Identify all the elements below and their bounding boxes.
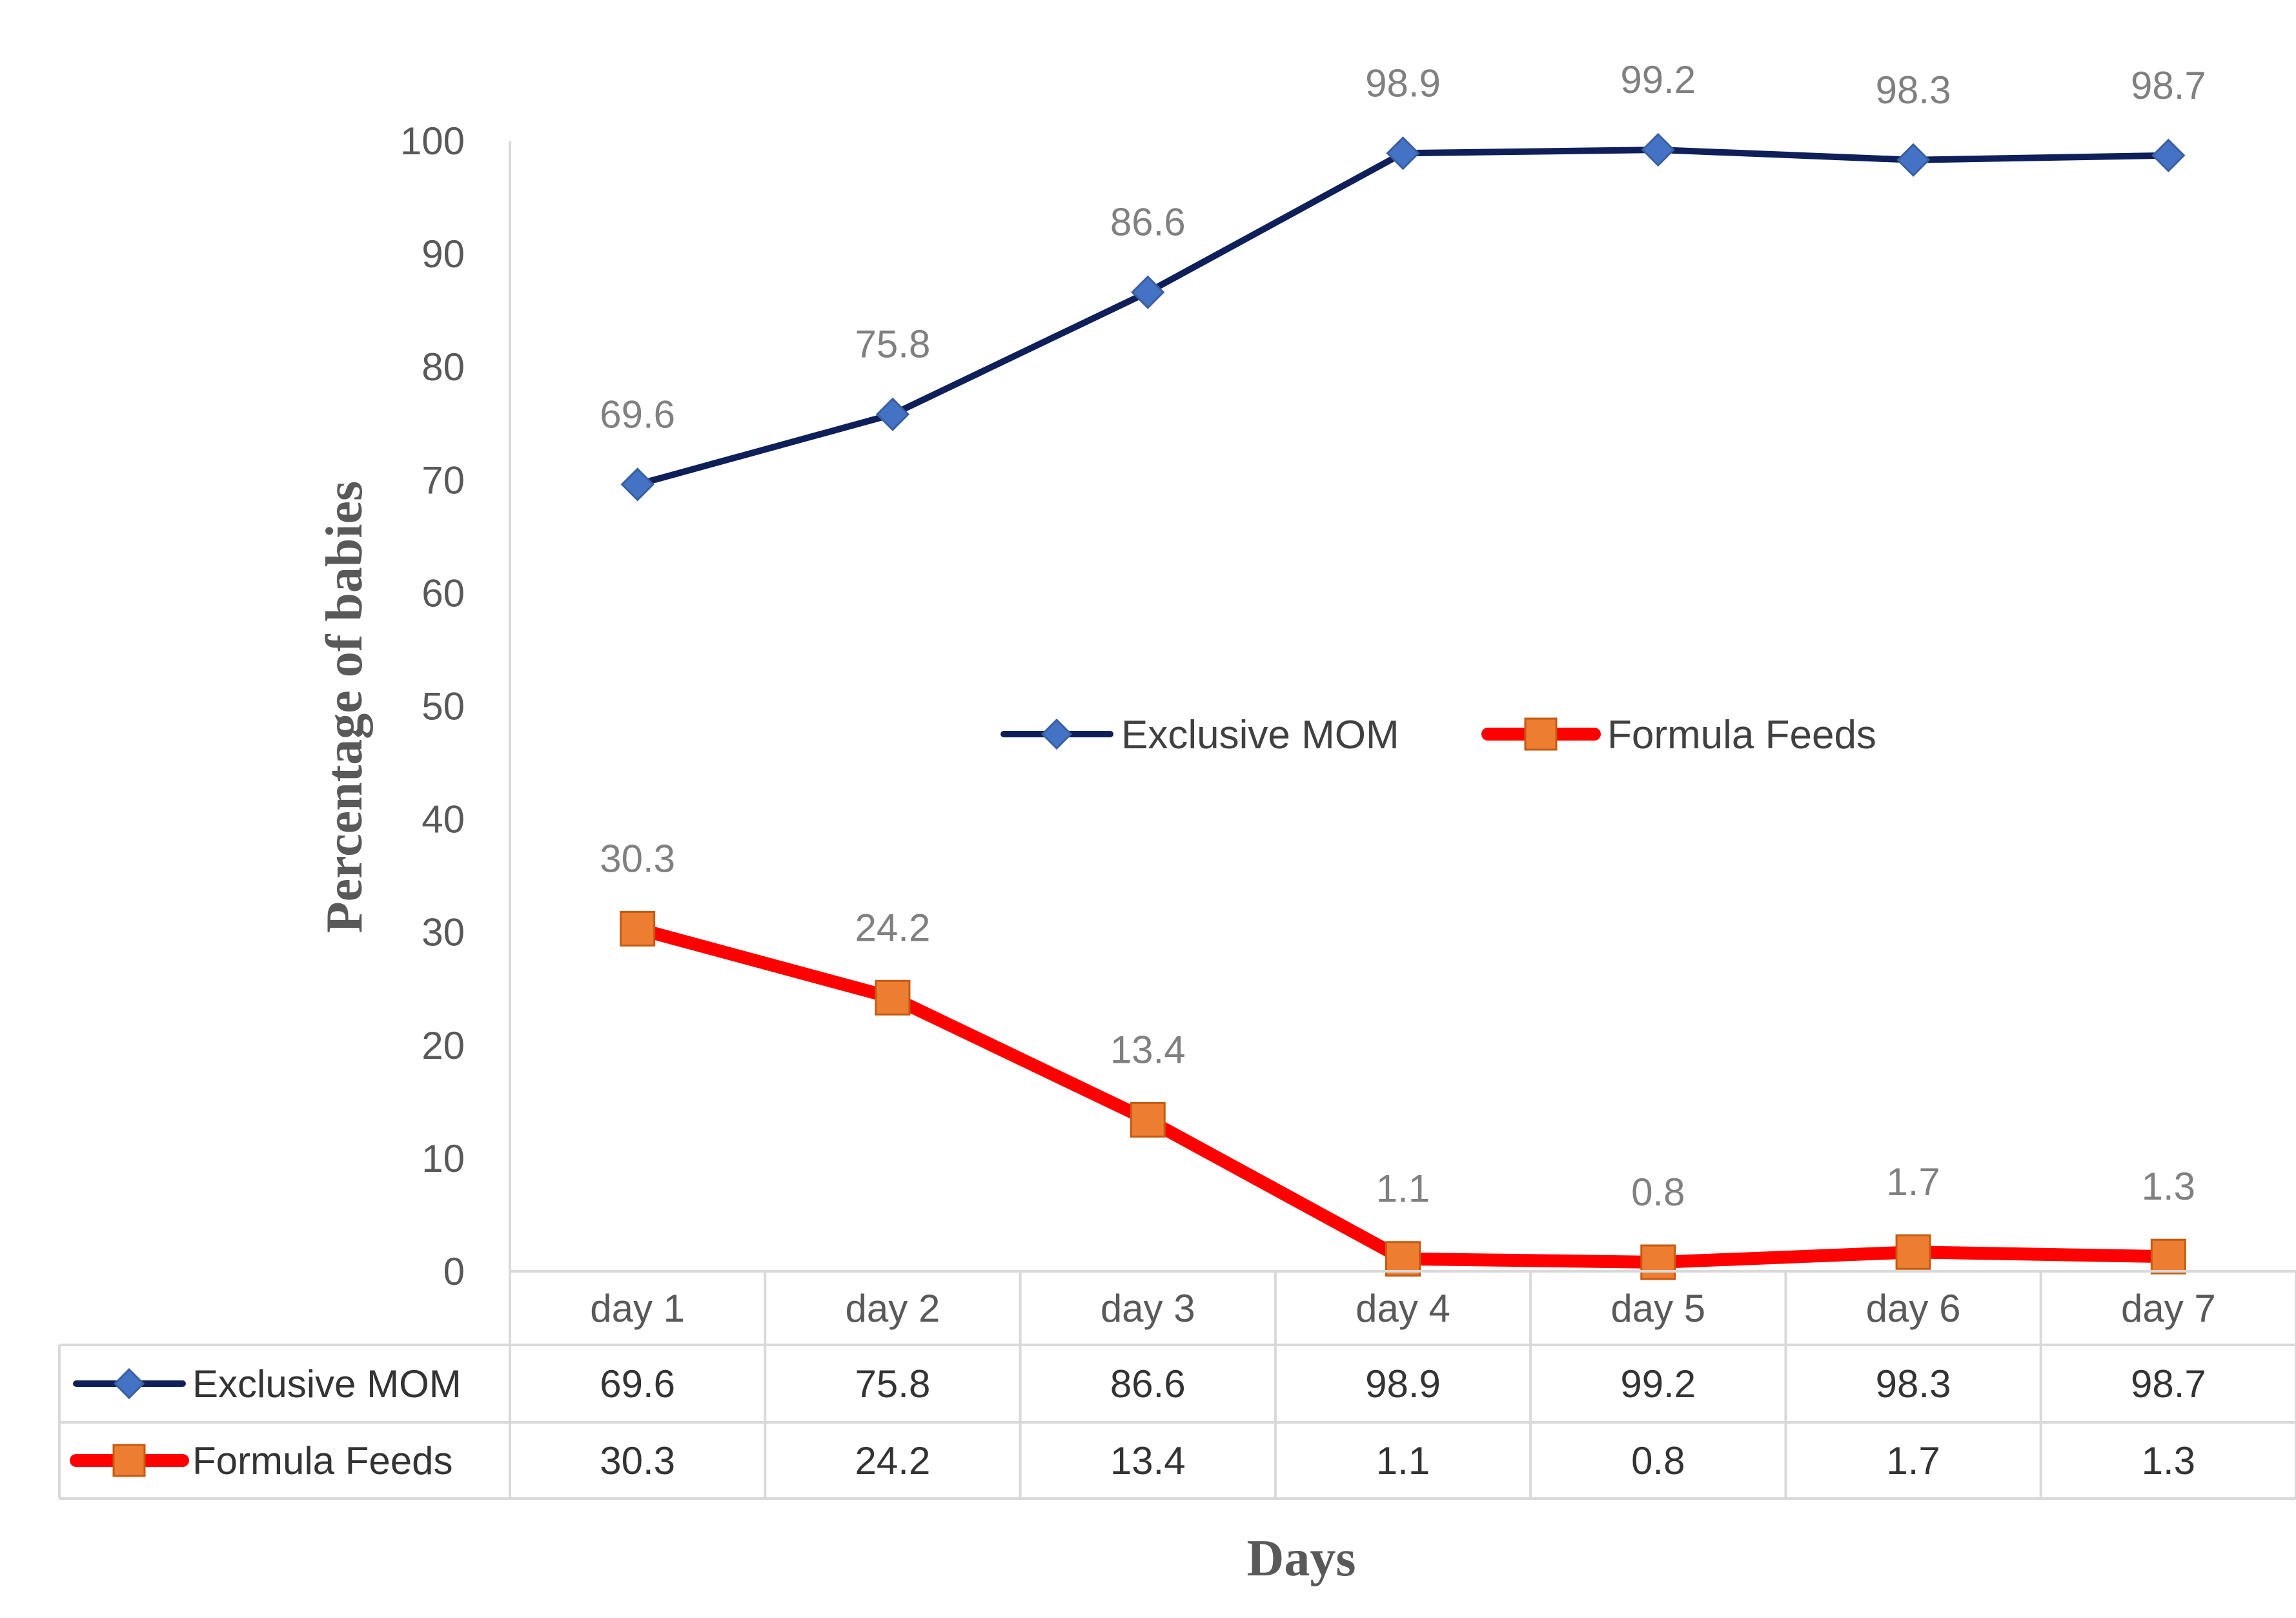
y-tick-label: 20 — [422, 1024, 465, 1067]
table-cell: 0.8 — [1631, 1439, 1685, 1482]
x-tick-label: day 4 — [1356, 1287, 1450, 1330]
x-axis-title: Days — [1247, 1530, 1356, 1587]
data-labels: 69.6 75.8 86.6 98.9 99.2 98.3 98.7 30.3 24.2 13.4… — [600, 58, 2206, 1214]
legend-label: Formula Feeds — [1607, 713, 1876, 757]
data-label: 98.3 — [1876, 68, 1951, 112]
table-cell: 69.6 — [600, 1362, 675, 1406]
y-tick-label: 60 — [422, 571, 465, 615]
y-axis-title: Percentage of babies — [316, 481, 373, 934]
y-tick-label: 50 — [422, 685, 465, 728]
data-point — [1895, 1234, 1931, 1270]
data-point — [2150, 1238, 2186, 1275]
data-label: 69.6 — [600, 393, 675, 436]
axes: 0 10 20 30 40 50 60 70 80 90 100 — [400, 119, 511, 1293]
data-label: 86.6 — [1110, 201, 1186, 244]
data-label: 98.9 — [1365, 61, 1441, 105]
table-legend-marker — [113, 1367, 145, 1400]
table-series-name: Formula Feeds — [192, 1439, 452, 1482]
y-tick-label: 0 — [443, 1250, 465, 1293]
data-label: 99.2 — [1620, 58, 1696, 101]
table-legend-marker — [112, 1444, 146, 1477]
data-point — [1130, 1101, 1166, 1138]
data-table: day 1 day 2 day 3 day 4 day 5 day 6 day 7 Exclu… — [58, 1270, 2296, 1500]
x-tick-label: day 7 — [2121, 1287, 2216, 1330]
legend-label: Exclusive MOM — [1121, 713, 1399, 757]
data-label: 13.4 — [1110, 1028, 1186, 1071]
y-tick-label: 90 — [422, 232, 465, 276]
y-tick-label: 10 — [422, 1137, 465, 1180]
table-series-name: Exclusive MOM — [192, 1362, 462, 1406]
table-cell: 75.8 — [855, 1362, 931, 1406]
x-tick-label: day 5 — [1610, 1287, 1705, 1330]
table-cell: 98.3 — [1876, 1362, 1951, 1406]
legend-marker — [1524, 717, 1558, 751]
data-label: 1.7 — [1886, 1160, 1940, 1203]
data-label: 0.8 — [1631, 1171, 1685, 1214]
data-point — [620, 910, 656, 947]
y-tick-label: 80 — [422, 345, 465, 389]
legend: Exclusive MOM Formula Feeds — [1001, 713, 1876, 757]
table-cell: 98.9 — [1365, 1362, 1441, 1406]
y-tick-label: 40 — [422, 798, 465, 841]
table-cell: 1.3 — [2142, 1439, 2195, 1482]
x-tick-label: day 3 — [1101, 1287, 1195, 1330]
data-point — [1131, 275, 1165, 309]
table-cell: 24.2 — [855, 1439, 931, 1482]
data-label: 75.8 — [855, 323, 931, 366]
data-label: 1.3 — [2142, 1165, 2195, 1208]
x-tick-label: day 1 — [590, 1287, 685, 1330]
x-tick-label: day 2 — [846, 1287, 940, 1330]
series-line-2 — [631, 922, 2175, 1269]
table-cell: 13.4 — [1110, 1439, 1186, 1482]
data-point — [1641, 132, 1675, 167]
series-group — [620, 132, 2186, 1280]
table-cell: 98.7 — [2131, 1362, 2206, 1406]
data-point — [875, 397, 910, 431]
data-point — [1896, 143, 1931, 177]
y-tick-label: 70 — [422, 458, 465, 502]
data-label: 98.7 — [2131, 64, 2206, 107]
data-label: 24.2 — [855, 906, 931, 949]
series-line-1 — [634, 147, 2172, 488]
table-cell: 86.6 — [1110, 1362, 1186, 1406]
data-point — [875, 979, 911, 1016]
table-cell: 30.3 — [600, 1439, 675, 1482]
table-cell: 99.2 — [1620, 1362, 1696, 1406]
x-tick-label: day 6 — [1866, 1287, 1961, 1330]
data-point — [1386, 136, 1420, 170]
data-label: 30.3 — [600, 837, 675, 880]
y-tick-label: 30 — [422, 911, 465, 954]
data-point — [1640, 1244, 1676, 1280]
y-tick-label: 100 — [400, 119, 465, 163]
data-label: 1.1 — [1376, 1167, 1430, 1211]
table-cell: 1.7 — [1886, 1439, 1940, 1482]
table-cell: 1.1 — [1376, 1439, 1430, 1482]
data-point — [620, 467, 655, 502]
data-point — [2151, 138, 2186, 172]
legend-marker — [1041, 718, 1073, 750]
